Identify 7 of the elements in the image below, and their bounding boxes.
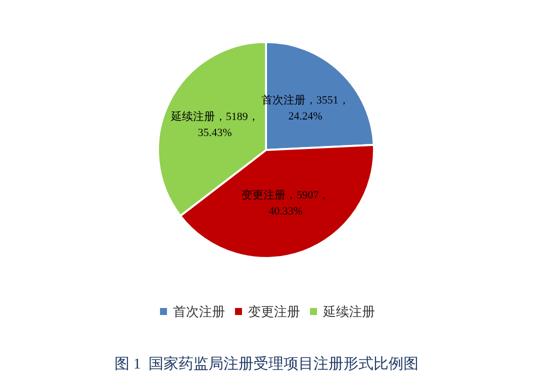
legend-label: 变更注册 (248, 304, 300, 319)
data-label: 延续注册，5189，35.43% (170, 110, 259, 139)
data-label: 首次注册，3551，24.24% (261, 94, 350, 123)
legend-label: 首次注册 (173, 304, 225, 319)
text: 图 1 国家药监局注册受理项目注册形式比例图 (114, 356, 418, 372)
data-label: 变更注册，5907，40.33% (242, 188, 330, 218)
legend-label: 延续注册 (322, 304, 375, 319)
